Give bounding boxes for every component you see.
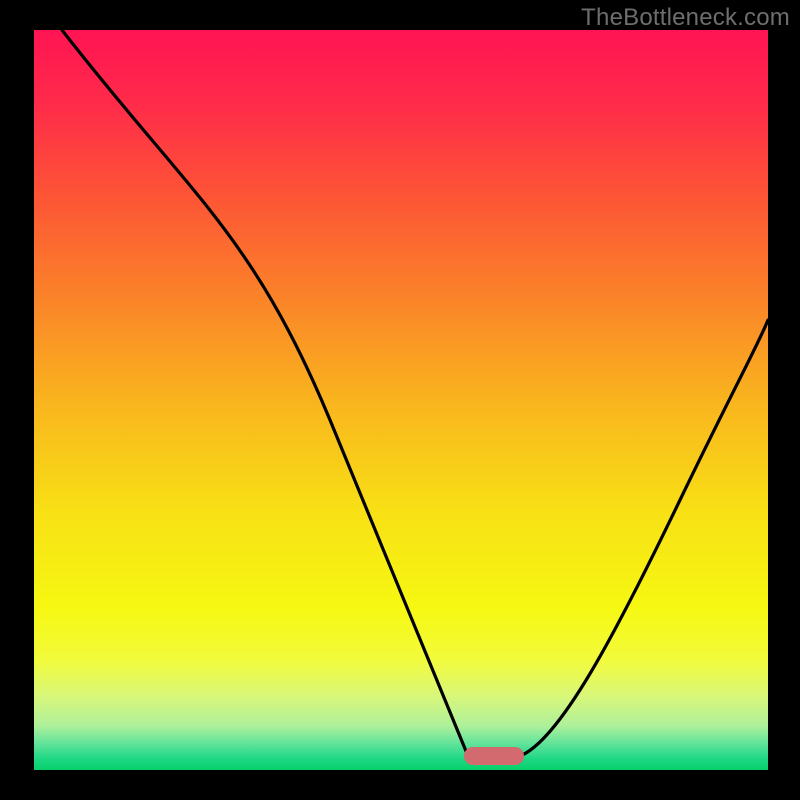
trough-marker: [464, 747, 524, 765]
chart-stage: TheBottleneck.com: [0, 0, 800, 800]
plot-area: [34, 30, 768, 770]
chart-svg: [0, 0, 800, 800]
watermark-text: TheBottleneck.com: [581, 4, 790, 32]
